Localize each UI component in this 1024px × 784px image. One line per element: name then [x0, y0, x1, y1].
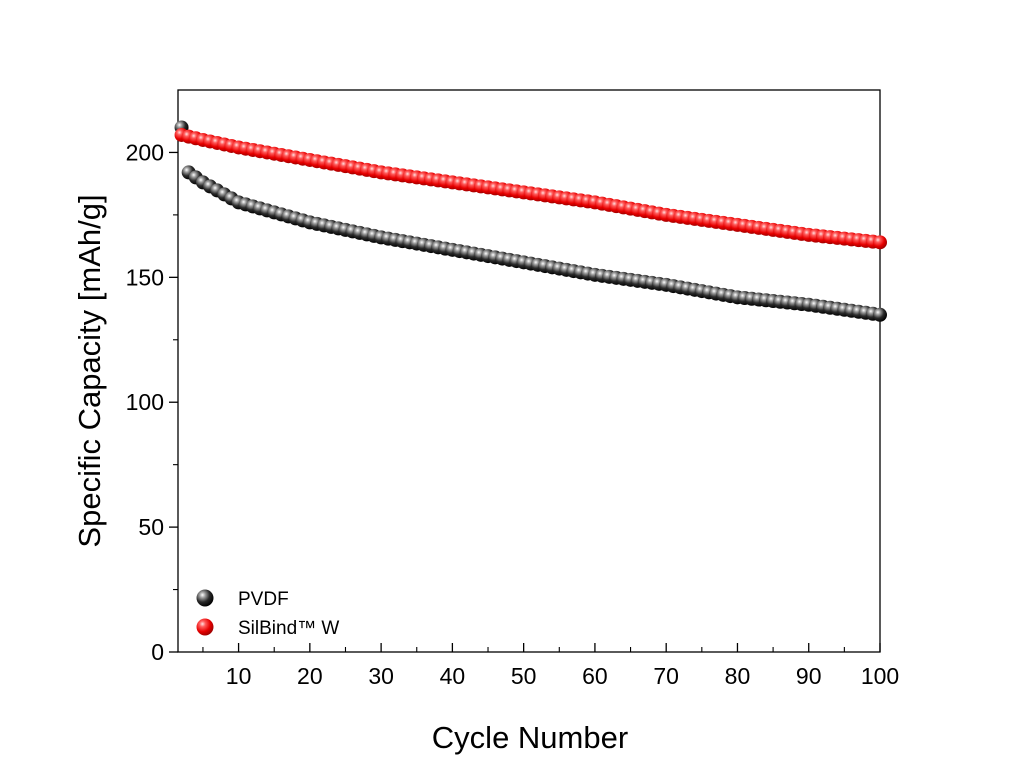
- legend-label-silbind: SilBind™ W: [238, 618, 339, 639]
- series-silbind: [174, 127, 887, 250]
- x-tick-label: 80: [725, 663, 751, 689]
- x-tick-label: 30: [368, 663, 394, 689]
- legend-marker-silbind: [196, 618, 214, 636]
- y-tick-label: 100: [126, 389, 164, 415]
- x-axis-title: Cycle Number: [432, 720, 628, 755]
- x-tick-label: 40: [440, 663, 466, 689]
- y-axis-title: Specific Capacity [mAh/g]: [72, 194, 107, 547]
- legend-item-silbind: SilBind™ W: [196, 618, 339, 639]
- y-tick-label: 0: [151, 639, 164, 665]
- series-pvdf: [174, 120, 887, 322]
- y-axis-ticks: [169, 151, 178, 653]
- legend-item-pvdf: PVDF: [196, 589, 289, 610]
- y-tick-label: 150: [126, 264, 164, 290]
- plot-frame: [177, 89, 881, 653]
- y-axis-tick-labels: 0 50 100 150 200: [126, 139, 164, 665]
- x-tick-label: 100: [861, 663, 899, 689]
- y-tick-label: 50: [138, 514, 164, 540]
- x-tick-label: 20: [297, 663, 323, 689]
- y-tick-label: 200: [126, 139, 164, 165]
- plot-area: [177, 89, 881, 653]
- x-tick-label: 10: [226, 663, 252, 689]
- x-axis-ticks: [202, 643, 881, 652]
- legend: PVDF SilBind™ W: [196, 589, 339, 639]
- legend-label-pvdf: PVDF: [238, 589, 289, 610]
- legend-marker-pvdf: [196, 589, 214, 607]
- x-tick-label: 90: [796, 663, 822, 689]
- x-tick-label: 70: [653, 663, 679, 689]
- x-tick-label: 50: [511, 663, 537, 689]
- data-point: [873, 235, 887, 250]
- x-tick-label: 60: [582, 663, 608, 689]
- data-point: [873, 307, 887, 322]
- series-layer: [174, 120, 887, 322]
- x-axis-tick-labels: 10 20 30 40 50 60 70 80 90 100: [226, 663, 899, 689]
